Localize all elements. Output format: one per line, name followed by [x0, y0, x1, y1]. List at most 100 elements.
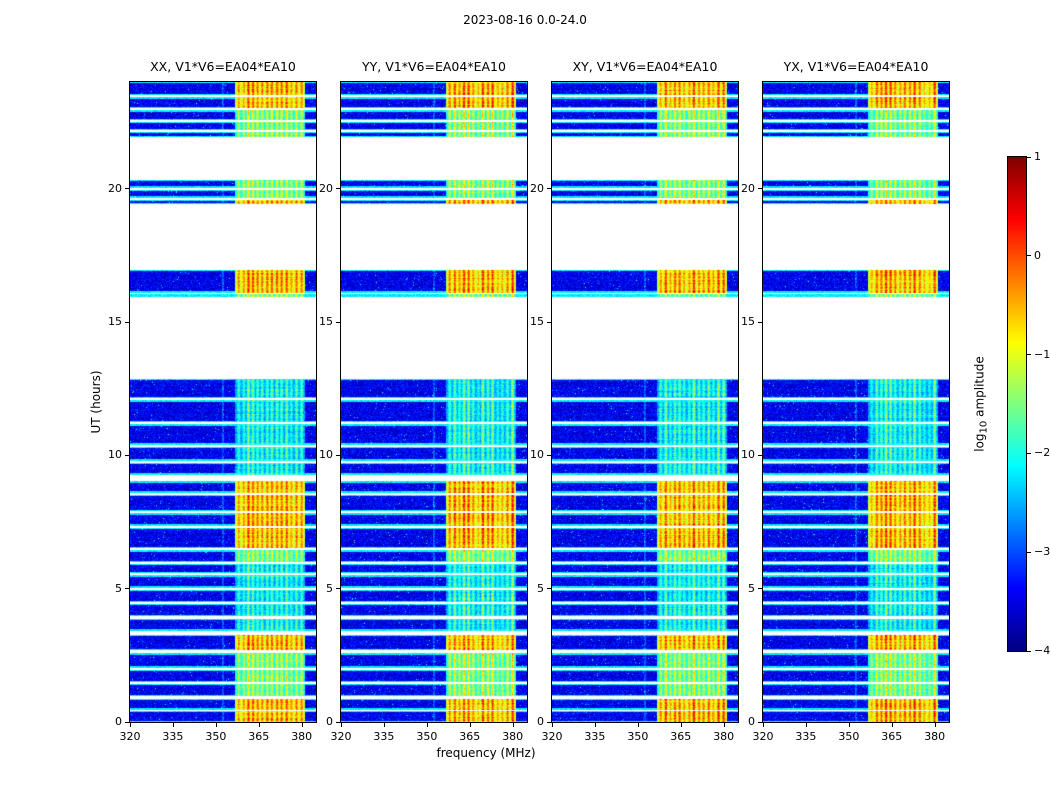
x-tick-label: 350	[205, 730, 227, 743]
spectrogram-canvas-3	[552, 82, 738, 722]
y-tick	[547, 321, 551, 323]
spectrogram-canvas-4	[763, 82, 949, 722]
y-tick	[758, 188, 762, 190]
y-tick	[336, 721, 340, 723]
y-tick	[336, 588, 340, 590]
y-tick	[547, 721, 551, 723]
y-tick	[758, 454, 762, 456]
colorbar-label-rest: amplitude	[972, 356, 987, 421]
y-tick	[547, 454, 551, 456]
y-tick-label: 20	[319, 181, 333, 195]
x-tick-label: 320	[541, 730, 563, 743]
x-tick-label: 365	[670, 730, 692, 743]
x-tick-label: 380	[291, 730, 313, 743]
y-tick-label: 15	[319, 315, 333, 328]
x-tick-label: 380	[924, 730, 946, 743]
y-tick-label: 5	[115, 581, 122, 595]
y-tick-label: 10	[319, 448, 333, 462]
y-tick	[336, 321, 340, 323]
colorbar-tick-label: −1	[1034, 347, 1050, 361]
x-tick	[426, 723, 428, 727]
x-tick-label: 365	[881, 730, 903, 743]
colorbar-tick-label: 0	[1034, 248, 1041, 262]
panel-2	[340, 81, 528, 723]
colorbar	[1007, 156, 1027, 652]
colorbar-label-sub: 10	[978, 420, 990, 434]
x-tick-label: 380	[502, 730, 524, 743]
panel-3	[551, 81, 739, 723]
figure-title: 2023-08-16 0.0-24.0	[463, 13, 587, 27]
x-tick-label: 350	[627, 730, 649, 743]
x-tick-label: 320	[119, 730, 141, 743]
y-tick-label: 15	[108, 315, 122, 328]
y-tick	[125, 721, 129, 723]
colorbar-tick	[1027, 255, 1031, 257]
x-tick-label: 380	[713, 730, 735, 743]
x-tick-label: 350	[416, 730, 438, 743]
y-tick-label: 10	[530, 448, 544, 462]
y-tick-label: 0	[326, 715, 333, 728]
x-tick	[552, 723, 553, 727]
colorbar-tick-label: −2	[1034, 446, 1050, 460]
y-tick	[758, 588, 762, 590]
y-tick	[125, 588, 129, 590]
x-tick	[805, 723, 807, 727]
colorbar-gradient	[1008, 157, 1026, 651]
y-tick	[758, 321, 762, 323]
y-tick-label: 15	[741, 315, 755, 328]
y-tick-label: 10	[741, 448, 755, 462]
y-tick-label: 20	[530, 181, 544, 195]
colorbar-tick-label: 1	[1034, 150, 1041, 163]
y-axis-label: UT (hours)	[89, 370, 103, 434]
panel-1	[129, 81, 317, 723]
x-tick	[130, 723, 131, 727]
x-tick-label: 365	[459, 730, 481, 743]
colorbar-tick	[1027, 156, 1031, 158]
x-tick	[723, 723, 725, 727]
panel-title-4: YX, V1*V6=EA04*EA10	[783, 59, 929, 74]
x-tick-label: 335	[795, 730, 817, 743]
y-tick-label: 20	[108, 181, 122, 195]
y-tick	[336, 188, 340, 190]
colorbar-tick	[1027, 650, 1031, 652]
colorbar-label: log10 amplitude	[972, 356, 989, 451]
panel-title-2: YY, V1*V6=EA04*EA10	[362, 59, 506, 74]
x-tick	[215, 723, 217, 727]
colorbar-tick	[1027, 551, 1031, 553]
colorbar-label-log: log	[972, 433, 987, 452]
y-tick-label: 0	[748, 715, 755, 728]
y-tick-label: 20	[741, 181, 755, 195]
x-tick-label: 320	[752, 730, 774, 743]
x-tick	[594, 723, 596, 727]
y-tick	[336, 454, 340, 456]
spectrogram-canvas-2	[341, 82, 527, 722]
colorbar-tick	[1027, 452, 1031, 454]
x-tick-label: 335	[584, 730, 606, 743]
x-tick	[301, 723, 303, 727]
y-tick	[125, 321, 129, 323]
x-tick	[469, 723, 471, 727]
x-tick	[934, 723, 936, 727]
colorbar-tick-label: −3	[1034, 545, 1050, 559]
x-tick	[891, 723, 893, 727]
y-tick-label: 10	[108, 448, 122, 462]
x-tick	[383, 723, 385, 727]
y-tick	[547, 588, 551, 590]
y-tick-label: 0	[537, 715, 544, 728]
y-tick-label: 5	[326, 581, 333, 595]
x-tick-label: 335	[373, 730, 395, 743]
x-tick	[341, 723, 342, 727]
y-tick-label: 15	[530, 315, 544, 328]
panel-title-1: XX, V1*V6=EA04*EA10	[150, 59, 296, 74]
x-tick	[258, 723, 260, 727]
x-tick	[680, 723, 682, 727]
x-tick-label: 365	[248, 730, 270, 743]
x-axis-label: frequency (MHz)	[436, 746, 536, 760]
panel-title-3: XY, V1*V6=EA04*EA10	[572, 59, 718, 74]
colorbar-tick	[1027, 354, 1031, 356]
y-tick-label: 5	[748, 581, 755, 595]
spectrogram-canvas-1	[130, 82, 316, 722]
x-tick-label: 335	[162, 730, 184, 743]
y-tick-label: 5	[537, 581, 544, 595]
